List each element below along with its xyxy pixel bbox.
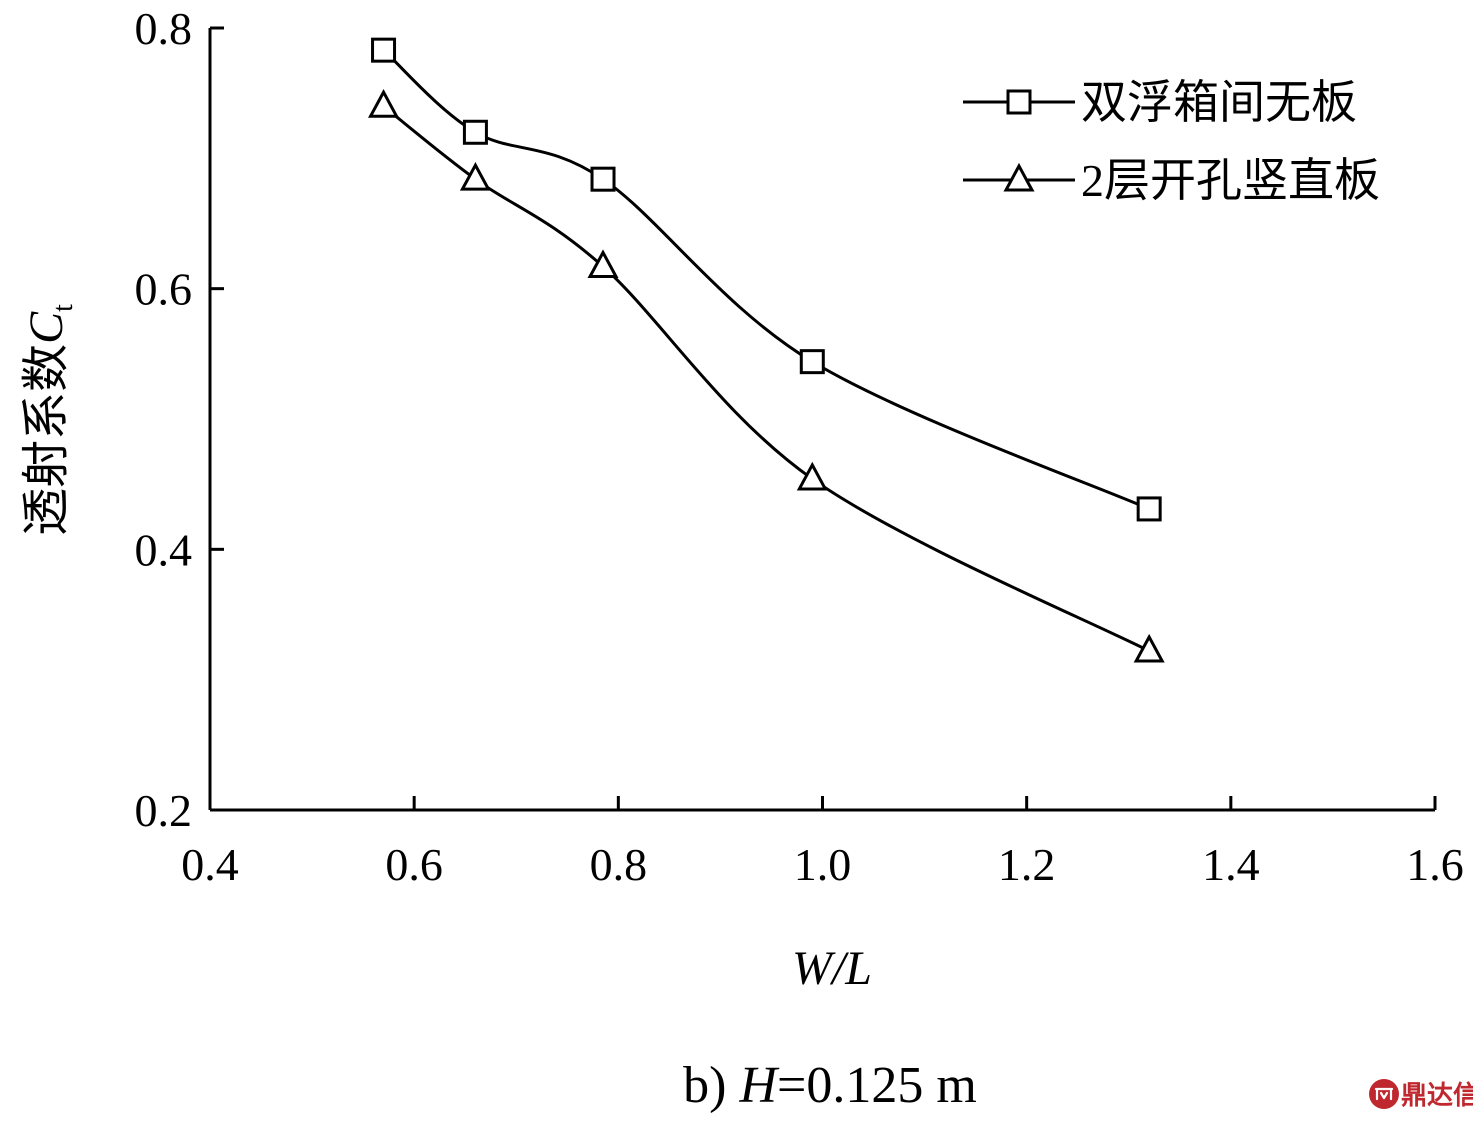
data-point-2: [1133, 633, 1165, 663]
data-point-2: [587, 249, 619, 279]
x-ticks: 0.4 0.6 0.8 1.0 1.2 1.4 1.6: [181, 796, 1464, 890]
figure-caption: b) H=0.125 m: [683, 1057, 977, 1114]
x-tick-label: 1.2: [998, 839, 1056, 890]
series-markers: [368, 37, 1165, 663]
y-axis-label-subscript: t: [48, 304, 79, 312]
x-tick-label: 0.8: [590, 839, 648, 890]
y-ticks: 0.2 0.4 0.6 0.8: [135, 3, 224, 836]
x-tick-label: 1.0: [794, 839, 852, 890]
legend-marker-2: [1003, 162, 1035, 192]
data-point-1: [590, 166, 616, 192]
axes: [208, 28, 1435, 812]
legend-label-2: 2层开孔竖直板: [1081, 155, 1380, 206]
y-tick-label: 0.2: [135, 785, 193, 836]
x-tick-label: 0.6: [385, 839, 443, 890]
watermark-text: 鼎达信: [1401, 1081, 1473, 1111]
data-point-2: [796, 461, 828, 491]
y-axis-label-text: 透射系数: [20, 344, 73, 536]
caption-part-2: H: [738, 1057, 779, 1114]
x-tick-label: 1.4: [1202, 839, 1260, 890]
x-axis-label: W/L: [792, 942, 872, 995]
data-point-2: [368, 89, 400, 118]
data-point-2: [459, 162, 491, 191]
data-point-1: [1136, 496, 1162, 522]
caption-part-3: =0.125 m: [777, 1057, 977, 1114]
legend-marker-1: [1006, 89, 1032, 115]
data-point-1: [462, 119, 488, 145]
caption-part-1: b): [683, 1057, 739, 1114]
legend-label-1: 双浮箱间无板: [1081, 77, 1357, 128]
series-line-2: [382, 105, 1150, 653]
data-point-1: [371, 37, 397, 63]
y-axis-label: 透射系数Ct: [20, 304, 79, 536]
watermark: 鼎达信: [1369, 1079, 1473, 1111]
logo-icon: [1369, 1079, 1399, 1109]
legend: 双浮箱间无板 2层开孔竖直板: [963, 77, 1380, 206]
y-tick-label: 0.4: [135, 524, 193, 575]
x-tick-label: 1.6: [1406, 839, 1464, 890]
data-point-1: [799, 349, 825, 375]
series-lines: [382, 49, 1150, 653]
y-axis-label-symbol: C: [20, 311, 73, 344]
y-tick-label: 0.8: [135, 3, 193, 54]
x-tick-label: 0.4: [181, 839, 239, 890]
y-tick-label: 0.6: [135, 264, 193, 315]
